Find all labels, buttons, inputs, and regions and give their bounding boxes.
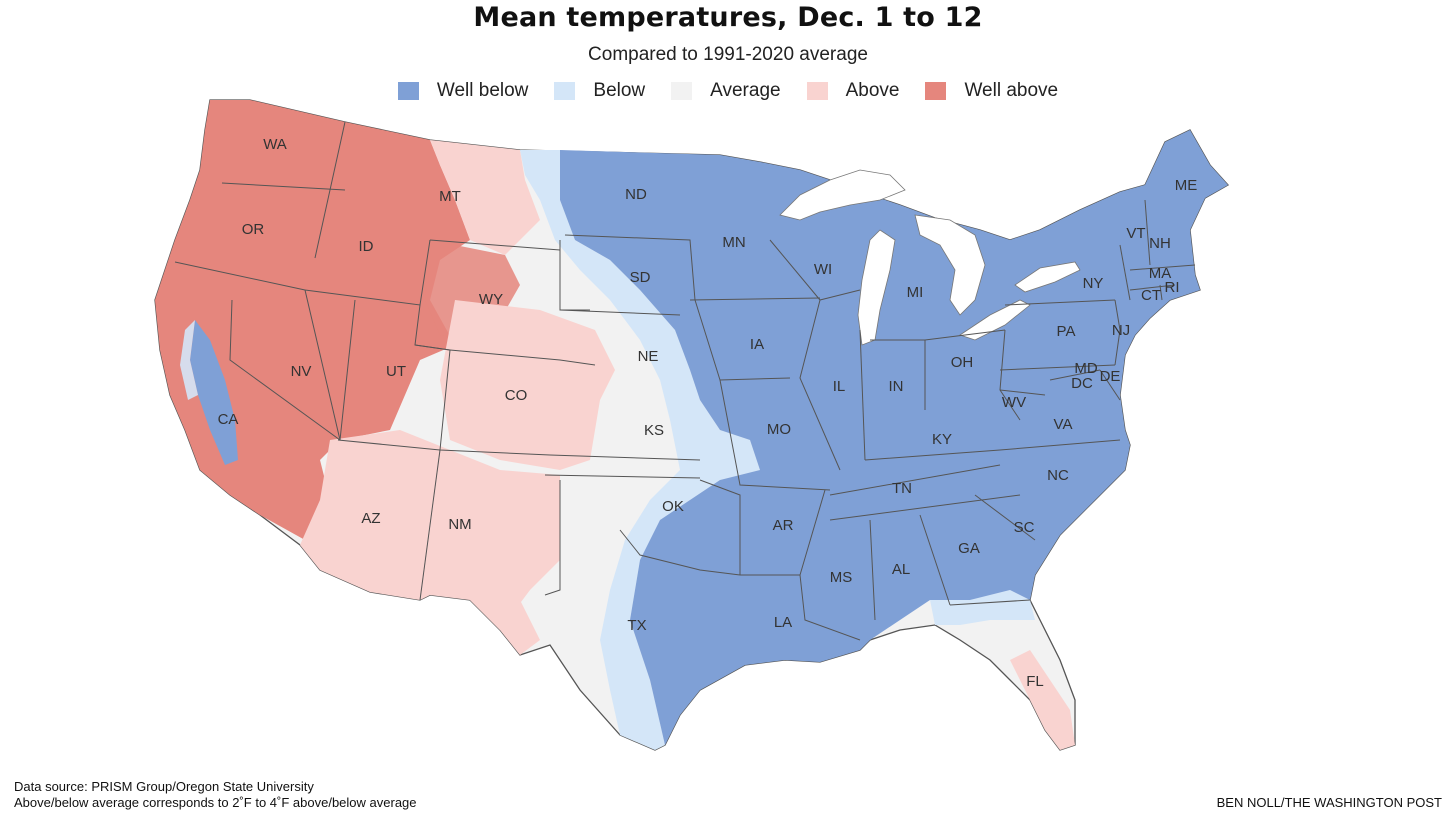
state-label-al: AL bbox=[892, 561, 910, 578]
legend-swatch-below bbox=[554, 82, 576, 100]
legend-item-well-above: Well above bbox=[925, 80, 1058, 102]
state-label-de: DE bbox=[1100, 368, 1121, 385]
region-above-plains bbox=[440, 300, 615, 470]
lake-erie bbox=[959, 299, 1031, 341]
state-labels: WA OR ID MT WY CA NV UT CO AZ NM ND SD N… bbox=[218, 136, 1198, 690]
state-label-ia: IA bbox=[750, 336, 764, 353]
state-label-fl: FL bbox=[1026, 673, 1044, 690]
state-label-in: IN bbox=[889, 378, 904, 395]
state-label-sc: SC bbox=[1014, 519, 1035, 536]
state-label-nm: NM bbox=[448, 516, 471, 533]
region-above-southwest bbox=[300, 430, 560, 630]
state-label-or: OR bbox=[242, 221, 265, 238]
legend-label-above: Above bbox=[845, 80, 900, 101]
legend-label-below: Below bbox=[593, 80, 646, 101]
legend-label-well-below: Well below bbox=[436, 80, 529, 101]
legend-note: Above/below average corresponds to 2˚F t… bbox=[14, 795, 417, 810]
region-below-south bbox=[930, 590, 1035, 625]
state-label-mn: MN bbox=[722, 234, 745, 251]
state-label-la: LA bbox=[774, 614, 792, 631]
state-label-ct: CT bbox=[1141, 287, 1161, 304]
legend-item-well-below: Well below bbox=[397, 80, 529, 102]
state-label-ks: KS bbox=[644, 422, 664, 439]
state-label-id: ID bbox=[359, 238, 374, 255]
state-label-me: ME bbox=[1175, 177, 1198, 194]
state-label-il: IL bbox=[833, 378, 846, 395]
state-label-ny: NY bbox=[1083, 275, 1104, 292]
state-label-mt: MT bbox=[439, 188, 461, 205]
state-label-nc: NC bbox=[1047, 467, 1069, 484]
state-label-ri: RI bbox=[1165, 279, 1180, 296]
legend: Well below Below Average Above Well abov… bbox=[0, 80, 1456, 102]
footer-notes: Data source: PRISM Group/Oregon State Un… bbox=[14, 779, 417, 811]
state-label-vt: VT bbox=[1126, 225, 1145, 242]
lake-ontario bbox=[1014, 261, 1081, 293]
state-label-va: VA bbox=[1054, 416, 1073, 433]
state-label-tn: TN bbox=[892, 480, 912, 497]
legend-item-below: Below bbox=[554, 80, 645, 102]
state-label-wv: WV bbox=[1002, 394, 1026, 411]
region-well-below-east bbox=[560, 130, 1228, 745]
state-label-nv: NV bbox=[291, 363, 312, 380]
state-label-md: MD bbox=[1074, 360, 1097, 377]
region-above-florida bbox=[1010, 650, 1075, 750]
state-label-co: CO bbox=[505, 387, 528, 404]
state-label-ca: CA bbox=[218, 411, 239, 428]
state-label-ga: GA bbox=[958, 540, 980, 557]
lake-michigan bbox=[857, 229, 896, 346]
lake-huron bbox=[914, 214, 986, 316]
region-below-band bbox=[520, 150, 760, 750]
state-label-tx: TX bbox=[627, 617, 646, 634]
region-above-texas bbox=[470, 600, 540, 655]
state-label-az: AZ bbox=[361, 510, 380, 527]
legend-label-well-above: Well above bbox=[964, 80, 1059, 101]
legend-item-average: Average bbox=[671, 80, 781, 102]
legend-label-average: Average bbox=[710, 80, 781, 101]
state-label-dc: DC bbox=[1071, 375, 1093, 392]
state-label-ok: OK bbox=[662, 498, 684, 515]
state-label-oh: OH bbox=[951, 354, 974, 371]
region-below-california bbox=[180, 320, 198, 400]
state-label-nd: ND bbox=[625, 186, 647, 203]
lake-superior bbox=[779, 169, 906, 221]
legend-swatch-well-above bbox=[925, 82, 947, 100]
state-label-ut: UT bbox=[386, 363, 406, 380]
region-well-below-california bbox=[190, 320, 238, 465]
map-subtitle: Compared to 1991-2020 average bbox=[588, 44, 868, 65]
state-label-wy: WY bbox=[479, 291, 503, 308]
map-title: Mean temperatures, Dec. 1 to 12 bbox=[473, 2, 983, 33]
legend-swatch-average bbox=[671, 82, 693, 100]
state-label-nh: NH bbox=[1149, 235, 1171, 252]
state-label-ne: NE bbox=[638, 348, 659, 365]
data-source: Data source: PRISM Group/Oregon State Un… bbox=[14, 779, 314, 794]
state-borders bbox=[174, 121, 1196, 641]
state-label-ky: KY bbox=[932, 431, 952, 448]
state-label-ar: AR bbox=[773, 517, 794, 534]
state-label-ms: MS bbox=[830, 569, 853, 586]
region-above-montana bbox=[430, 140, 540, 255]
legend-swatch-above bbox=[806, 82, 828, 100]
state-label-mi: MI bbox=[907, 284, 924, 301]
state-label-pa: PA bbox=[1057, 323, 1076, 340]
credit: BEN NOLL/THE WASHINGTON POST bbox=[1216, 795, 1442, 810]
legend-item-above: Above bbox=[806, 80, 900, 102]
legend-swatch-well-below bbox=[397, 82, 419, 100]
state-label-ma: MA bbox=[1149, 265, 1172, 282]
state-label-nj: NJ bbox=[1112, 322, 1130, 339]
state-label-mo: MO bbox=[767, 421, 791, 438]
state-label-sd: SD bbox=[630, 269, 651, 286]
state-label-wi: WI bbox=[814, 261, 832, 278]
state-label-wa: WA bbox=[263, 136, 287, 153]
